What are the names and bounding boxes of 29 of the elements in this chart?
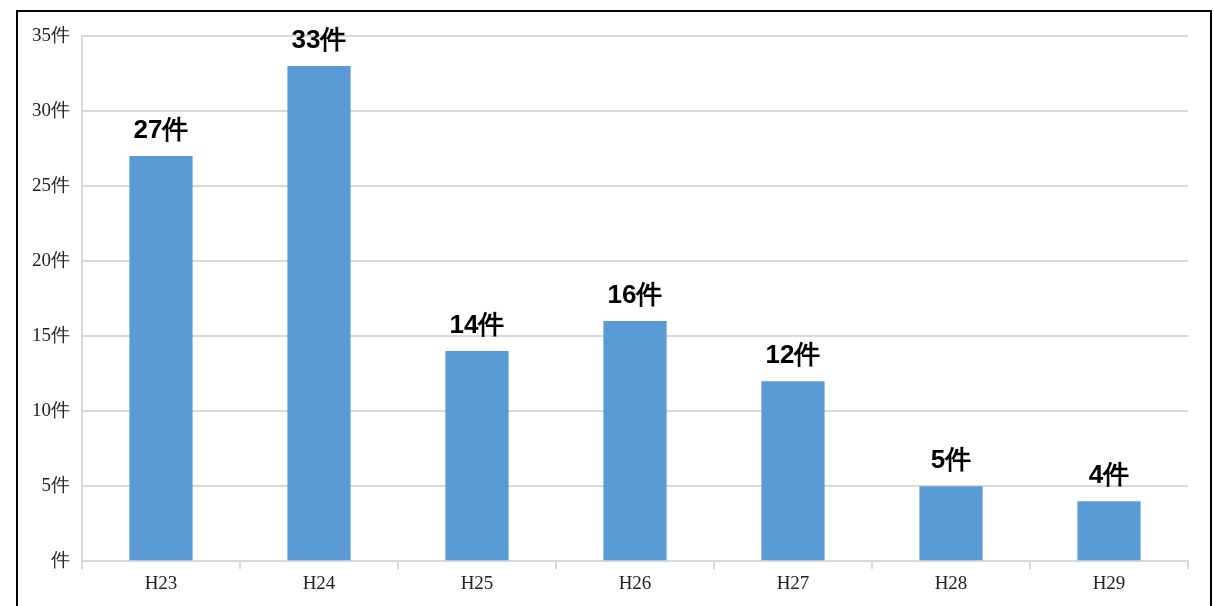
y-tick-label: 15件 [32,324,70,346]
data-label: 16件 [607,279,663,310]
data-label: 4件 [1088,459,1130,490]
y-tick-label: 10件 [32,399,70,421]
x-tick-label: H26 [618,571,652,593]
bar [129,156,193,561]
x-tick-label: H28 [934,571,968,593]
data-label: 27件 [133,114,189,145]
bar [445,351,509,561]
x-tick-label: H24 [302,571,336,593]
x-tick-label: H25 [460,571,494,593]
bar [761,381,825,561]
data-label: 33件 [291,24,347,55]
y-tick-label: 20件 [32,249,70,271]
bar [1077,501,1141,561]
x-tick-label: H27 [776,571,810,593]
data-label: 5件 [930,444,972,475]
y-tick-label: 5件 [41,474,70,496]
data-label: 14件 [449,309,505,340]
y-tick-label: 件 [51,549,70,571]
y-tick-label: 25件 [32,174,70,196]
x-tick-label: H29 [1092,571,1126,593]
bar [919,486,983,561]
y-tick-label: 30件 [32,99,70,121]
bar [287,66,351,561]
y-tick-label: 35件 [32,23,70,45]
data-label: 12件 [765,339,821,370]
x-tick-label: H23 [144,571,178,593]
bar [603,321,667,561]
